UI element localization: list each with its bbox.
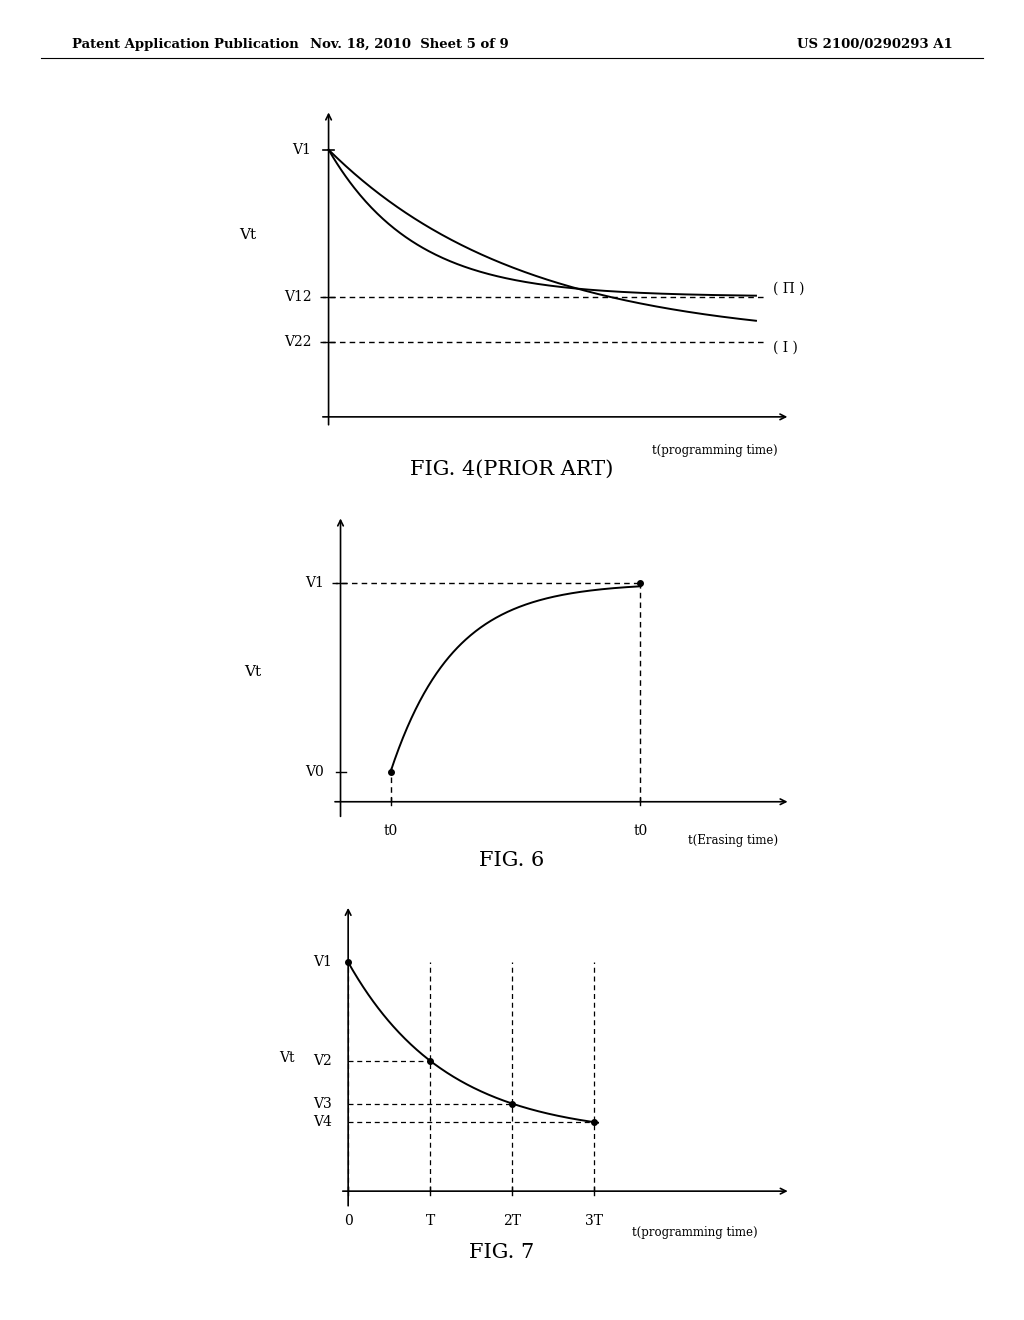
Text: 0: 0 [344,1213,352,1228]
Text: FIG. 6: FIG. 6 [479,851,545,870]
Text: V1: V1 [305,576,324,590]
Text: t0: t0 [633,824,647,838]
Text: V1: V1 [313,956,332,969]
Text: ( I ): ( I ) [773,341,798,354]
Text: Vt: Vt [245,665,261,680]
Text: t0: t0 [383,824,397,838]
Text: 3T: 3T [585,1213,603,1228]
Text: Vt: Vt [280,1051,295,1065]
Text: t(Erasing time): t(Erasing time) [688,834,778,847]
Text: 2T: 2T [503,1213,521,1228]
Text: ( Π ): ( Π ) [773,281,805,296]
Text: t(programming time): t(programming time) [632,1226,758,1239]
Text: V3: V3 [313,1097,332,1110]
Text: V0: V0 [305,764,324,779]
Text: Nov. 18, 2010  Sheet 5 of 9: Nov. 18, 2010 Sheet 5 of 9 [310,38,509,51]
Text: t(programming time): t(programming time) [651,444,777,457]
Text: US 2100/0290293 A1: US 2100/0290293 A1 [797,38,952,51]
Text: V1: V1 [293,143,311,157]
Text: FIG. 7: FIG. 7 [469,1243,535,1262]
Text: T: T [425,1213,435,1228]
Text: Vt: Vt [239,228,256,242]
Text: V4: V4 [313,1115,332,1129]
Text: V22: V22 [284,335,311,348]
Text: V12: V12 [284,289,311,304]
Text: FIG. 4(PRIOR ART): FIG. 4(PRIOR ART) [411,459,613,478]
Text: V2: V2 [313,1053,332,1068]
Text: Patent Application Publication: Patent Application Publication [72,38,298,51]
